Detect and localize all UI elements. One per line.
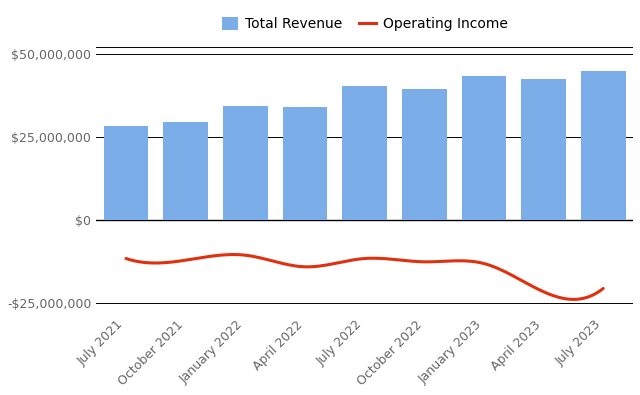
Bar — [163, 122, 208, 220]
Bar — [342, 86, 387, 220]
Bar — [521, 79, 566, 220]
Bar — [223, 105, 268, 220]
Legend: Total Revenue, Operating Income: Total Revenue, Operating Income — [221, 17, 508, 31]
Bar — [283, 107, 327, 220]
Bar — [461, 76, 506, 220]
Bar — [402, 89, 447, 220]
Bar — [104, 126, 148, 220]
Bar — [581, 71, 625, 220]
